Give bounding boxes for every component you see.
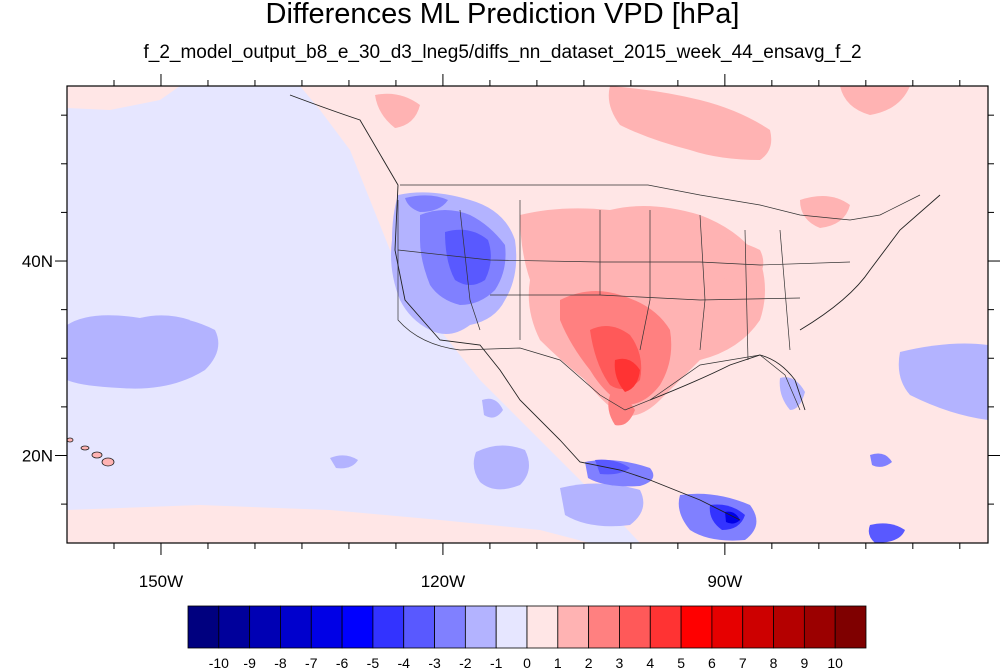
colorbar-swatch	[218, 605, 251, 649]
colorbar-swatch	[803, 605, 836, 649]
colorbar-label: -4	[398, 655, 411, 671]
colorbar-label: 8	[770, 655, 778, 671]
colorbar-label: 4	[646, 655, 654, 671]
colorbar-label: -3	[428, 655, 441, 671]
lat-tick-label: 40N	[22, 252, 53, 271]
lon-tick-label: 150W	[139, 572, 183, 591]
colorbar-swatch	[649, 605, 682, 649]
colorbar-swatch	[773, 605, 805, 649]
colorbar-label: 9	[800, 655, 808, 671]
colorbar-swatch	[742, 605, 774, 649]
colorbar-label: 10	[827, 655, 843, 671]
colorbar-swatch	[588, 605, 620, 649]
colorbar-labels: -10 -9 -8 -7 -6 -5 -4 -3 -2 -1 0 1 2 3 4 5 6 7 8 9 10	[209, 655, 843, 671]
colorbar-swatch	[834, 605, 867, 649]
axis-ticks	[55, 74, 1000, 555]
colorbar-label: 5	[677, 655, 685, 671]
colorbar	[187, 605, 867, 649]
colorbar-label: -2	[459, 655, 472, 671]
colorbar-swatch	[711, 605, 744, 649]
colorbar-swatch	[310, 605, 343, 649]
colorbar-swatch	[464, 605, 497, 649]
colorbar-label: -6	[336, 655, 349, 671]
colorbar-swatch	[341, 605, 374, 649]
colorbar-label: 7	[739, 655, 747, 671]
colorbar-swatch	[434, 605, 466, 649]
lat-tick-label: 20N	[22, 446, 53, 465]
colorbar-label: -10	[209, 655, 229, 671]
colorbar-swatch	[187, 605, 220, 649]
central-us-positive	[375, 86, 910, 426]
colorbar-swatch	[619, 605, 651, 649]
colorbar-label: -9	[243, 655, 256, 671]
colorbar-label: -7	[305, 655, 318, 671]
axis-tick-labels: 150W 120W 90W 40N 20N	[22, 252, 743, 591]
hawaii-islands	[67, 437, 115, 467]
western-us-negative	[391, 192, 517, 334]
map-subtitle: f_2_model_output_b8_e_30_d3_lneg5/diffs_…	[143, 42, 862, 63]
colorbar-swatch	[557, 605, 590, 649]
colorbar-label: -1	[490, 655, 503, 671]
map-title: Differences ML Prediction VPD [hPa]	[265, 0, 740, 30]
colorbar-label: 2	[585, 655, 593, 671]
colorbar-label: 3	[616, 655, 624, 671]
colorbar-swatch	[526, 605, 559, 649]
colorbar-label: 6	[708, 655, 716, 671]
colorbar-label: 0	[523, 655, 531, 671]
colorbar-swatch	[680, 605, 713, 649]
negative-ocean-patches	[67, 315, 988, 527]
colorbar-label: -5	[367, 655, 380, 671]
state-borders	[397, 184, 921, 411]
colorbar-swatch	[372, 605, 405, 649]
colorbar-swatch	[495, 605, 528, 649]
colorbar-label: 1	[554, 655, 562, 671]
map-frame	[66, 85, 989, 544]
colorbar-swatch	[403, 605, 435, 649]
lon-tick-label: 120W	[421, 572, 465, 591]
colorbar-swatch	[280, 605, 312, 649]
lon-tick-label: 90W	[707, 572, 742, 591]
colorbar-label: -8	[274, 655, 287, 671]
colorbar-swatch	[249, 605, 281, 649]
coastline	[289, 94, 941, 521]
